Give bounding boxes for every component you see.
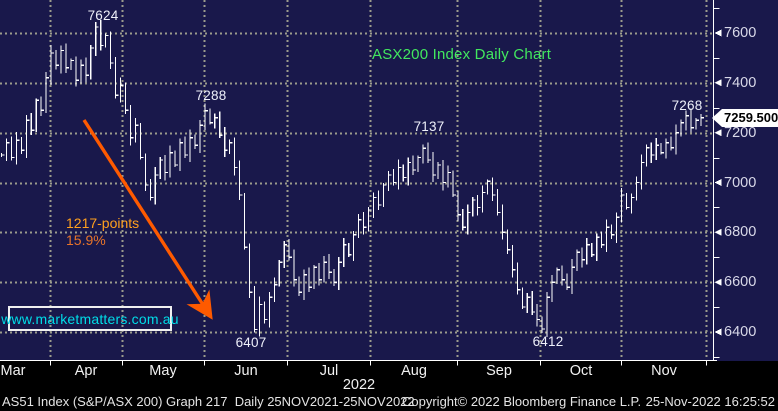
price-annotation: 6407 xyxy=(235,335,267,350)
drawdown-points-label: 1217-points xyxy=(66,215,140,231)
y-axis-tick-label: 7000 xyxy=(724,174,757,191)
x-axis-month-label: Oct xyxy=(569,363,593,379)
price-annotation: 7137 xyxy=(413,119,445,134)
x-axis-month-label: May xyxy=(149,363,177,379)
drawdown-percent-label: 15.9% xyxy=(66,232,106,248)
footer-instrument-info: AS51 Index (S&P/ASX 200) Graph 217 Daily… xyxy=(2,394,415,409)
y-tick-arrow xyxy=(714,328,722,336)
y-tick-arrow xyxy=(714,129,722,137)
marketmatters-url: www.marketmatters.com.au xyxy=(1,310,179,327)
y-tick-arrow xyxy=(714,29,722,37)
x-axis-month-label: Apr xyxy=(74,363,98,379)
x-axis-month-label: Aug xyxy=(401,363,427,379)
footer-timestamp: 25-Nov-2022 16:25:52 xyxy=(645,394,775,409)
price-annotation: 7288 xyxy=(195,88,227,103)
y-axis-tick-label: 7200 xyxy=(724,124,757,141)
drawdown-arrow xyxy=(82,119,213,320)
x-axis-month-label: Sep xyxy=(486,363,512,379)
x-axis-year-label: 2022 xyxy=(342,377,376,393)
chart-title: ASX200 Index Daily Chart xyxy=(372,46,552,63)
x-axis-month-label: Nov xyxy=(651,363,677,379)
y-tick-arrow xyxy=(714,179,722,186)
y-axis-tick-label: 7400 xyxy=(724,74,757,91)
last-price-flag: 7259.500 xyxy=(712,109,778,127)
chart-plot-background xyxy=(0,0,778,361)
y-axis-tick-label: 6800 xyxy=(724,224,757,241)
y-axis-tick-label: 6600 xyxy=(724,274,757,291)
y-axis-tick-label: 7600 xyxy=(724,25,757,41)
y-tick-arrow xyxy=(714,228,722,236)
x-axis-month-label: Mar xyxy=(0,363,26,379)
price-annotation: 7624 xyxy=(87,8,119,23)
x-axis-month-label: Jul xyxy=(319,363,339,379)
price-annotation: 7268 xyxy=(671,98,703,113)
footer-copyright: Copyright© 2022 Bloomberg Finance L.P. xyxy=(402,394,642,409)
y-tick-arrow xyxy=(714,79,722,87)
x-axis-month-label: Jun xyxy=(234,363,258,379)
price-annotation: 6412 xyxy=(532,334,564,349)
y-axis-tick-label: 6400 xyxy=(724,324,757,340)
marketmatters-watermark: www.marketmatters.com.au xyxy=(1,306,179,331)
y-tick-arrow xyxy=(714,278,722,286)
